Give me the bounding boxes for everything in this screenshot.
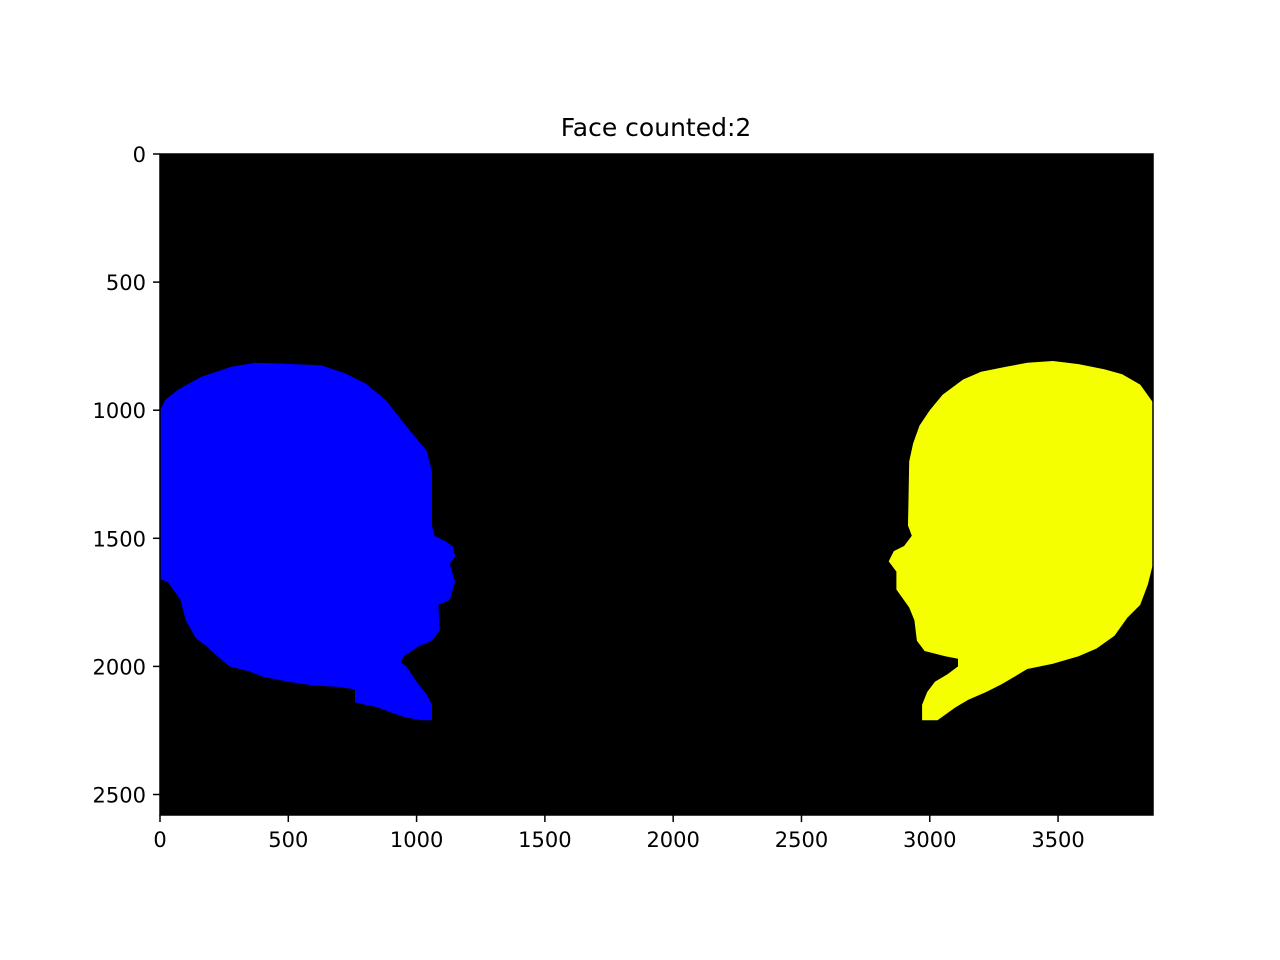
segmentation-regions [160, 361, 1153, 721]
x-tick-label: 0 [153, 828, 166, 852]
y-axis: 0 500 1000 1500 2000 2500 [93, 143, 160, 808]
chart-title: Face counted:2 [561, 113, 752, 142]
y-tick-label: 2500 [93, 784, 146, 808]
y-tick-label: 1500 [93, 527, 146, 551]
axes-frame [159, 153, 1154, 816]
x-tick-label: 500 [268, 828, 308, 852]
x-tick-label: 1500 [518, 828, 571, 852]
plot-area [160, 154, 1153, 815]
y-tick-label: 1000 [93, 399, 146, 423]
face-region-2 [888, 361, 1153, 721]
y-tick-label: 0 [133, 143, 146, 167]
x-axis: 0 500 1000 1500 2000 2500 3000 3500 [153, 815, 1085, 852]
x-tick-label: 3500 [1031, 828, 1084, 852]
x-tick-label: 2000 [646, 828, 699, 852]
x-tick-label: 2500 [775, 828, 828, 852]
x-tick-label: 3000 [903, 828, 956, 852]
face-region-1 [160, 362, 456, 721]
x-tick-label: 1000 [390, 828, 443, 852]
y-tick-label: 500 [106, 271, 146, 295]
y-tick-label: 2000 [93, 655, 146, 679]
